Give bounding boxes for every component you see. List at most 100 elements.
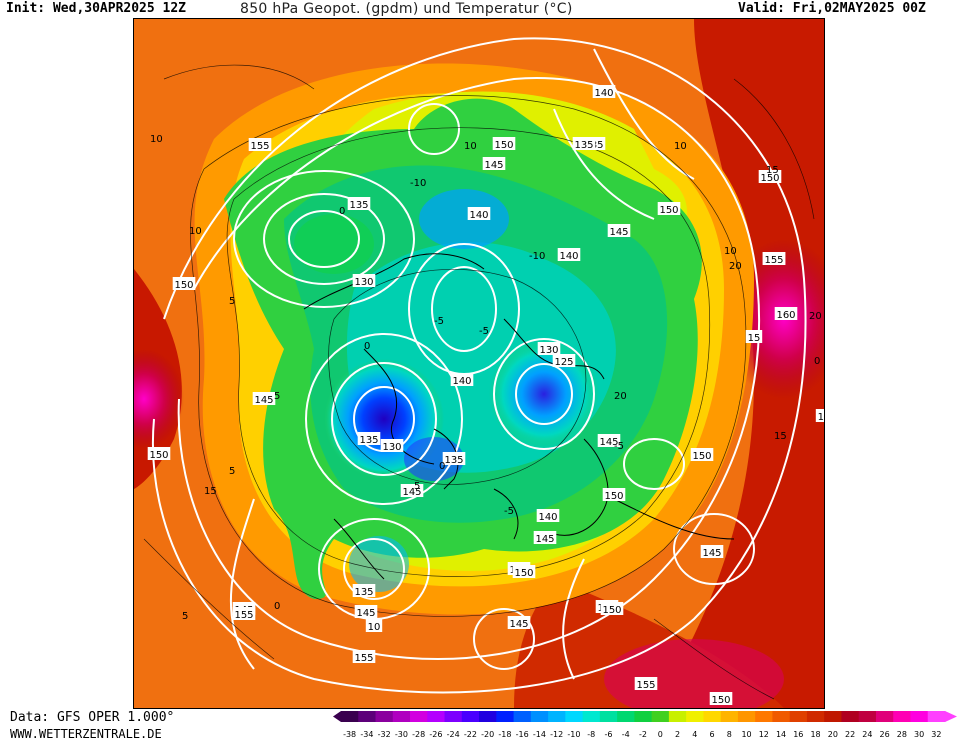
temperature-legend: -38 -34 -32 -30 -28 -26 -24 -22 -20 -18 -16 -14 -12-… (333, 711, 959, 741)
temperature-label: 20 (614, 391, 627, 402)
legend-swatch (686, 711, 704, 722)
temperature-label: 10 (150, 134, 163, 145)
geopotential-label: 125 (552, 354, 576, 368)
legend-tick-label: -14 (533, 730, 546, 739)
geopotential-label: 140 (592, 85, 616, 99)
init-time: Init: Wed,30APR2025 12Z (6, 1, 187, 16)
geopotential-label: 145 (507, 616, 531, 630)
temperature-label: 10 (189, 226, 202, 237)
geopotential-label: 150 (657, 202, 681, 216)
geopotential-label: 135 (572, 137, 596, 151)
geopotential-label: 155 (762, 252, 786, 266)
legend-swatch (858, 711, 877, 722)
geopotential-label: 150 (600, 602, 624, 616)
legend-tick-label: 30 (914, 730, 924, 739)
temperature-label: -5 (614, 441, 624, 452)
legend-swatch (599, 711, 618, 722)
legend-tick-label: -22 (464, 730, 477, 739)
legend-tick-label: 20 (828, 730, 838, 739)
geopotential-label: 145 (597, 434, 621, 448)
svg-text:150: 150 (659, 205, 678, 216)
geopotential-label: 145 (700, 545, 724, 559)
temperature-label: 15 (774, 431, 787, 442)
geopotential-label: 150 (172, 277, 196, 291)
legend-tick-label: 8 (727, 730, 732, 739)
svg-text:145: 145 (599, 437, 618, 448)
legend-tick-label: -10 (567, 730, 580, 739)
legend-tick-label: -6 (604, 730, 612, 739)
legend-swatch (703, 711, 722, 722)
legend-tick-label: -8 (587, 730, 595, 739)
svg-text:150: 150 (514, 568, 533, 579)
geopotential-label: 150 (602, 488, 626, 502)
legend-tick-label: 32 (931, 730, 941, 739)
legend-swatch (651, 711, 670, 722)
legend-swatch (910, 711, 929, 722)
geopotential-label: 140 (536, 509, 560, 523)
legend-tick-label: -30 (395, 730, 408, 739)
temperature-label: -10 (410, 178, 426, 189)
legend-swatch (392, 711, 411, 722)
legend-tick-label: -2 (639, 730, 647, 739)
geopotential-label: 140 (450, 373, 474, 387)
svg-text:150: 150 (604, 491, 623, 502)
legend-tick-label: -38 (343, 730, 356, 739)
legend-tick-label: 16 (793, 730, 803, 739)
data-source: Data: GFS OPER 1.000° (10, 710, 175, 725)
temperature-label: 5 (414, 481, 420, 492)
geopotential-label: 155 (232, 607, 256, 621)
legend-tick-label: 24 (862, 730, 872, 739)
legend-swatch (634, 711, 653, 722)
legend-swatch (341, 711, 359, 722)
geopotential-label: 150 (147, 447, 171, 461)
legend-swatch (789, 711, 808, 722)
geopotential-label: 145 (400, 484, 424, 498)
temperature-label: 15 (766, 165, 779, 176)
legend-tick-label: -28 (412, 730, 425, 739)
geopotential-label: 135 (442, 452, 466, 466)
geopotential-label: 150 (758, 170, 782, 184)
svg-text:145: 145 (484, 160, 503, 171)
legend-arrow-right (945, 711, 957, 722)
svg-text:145: 145 (402, 487, 421, 498)
temperature-label: 5 (182, 611, 188, 622)
legend-tick-label: -4 (622, 730, 630, 739)
legend-tick-label: -24 (447, 730, 460, 739)
legend-tick-label: 6 (709, 730, 714, 739)
svg-text:140: 140 (594, 88, 613, 99)
temperature-label: 10 (724, 246, 737, 257)
svg-text:155: 155 (354, 653, 373, 664)
legend-swatch (548, 711, 566, 722)
legend-tick-label: 26 (880, 730, 890, 739)
legend-tick-label: -16 (516, 730, 529, 739)
temperature-label: -5 (504, 506, 514, 517)
svg-text:130: 130 (382, 442, 401, 453)
legend-swatch (617, 711, 635, 722)
legend-tick-label: 10 (741, 730, 751, 739)
legend-swatch (427, 711, 446, 722)
temperature-label: 0 (364, 341, 370, 352)
svg-text:135: 135 (359, 435, 378, 446)
legend-swatch (410, 711, 428, 722)
legend-swatch (582, 711, 601, 722)
svg-text:125: 125 (554, 357, 573, 368)
svg-text:155: 155 (764, 255, 783, 266)
heat-core-west (134, 349, 184, 449)
legend-swatch (806, 711, 825, 722)
geopotential-label: 15 (745, 330, 763, 344)
geopotential-label: 155 (248, 138, 272, 152)
geopotential-label: 150 (512, 565, 536, 579)
geopotential-label: 150 (690, 448, 714, 462)
legend-swatch (755, 711, 773, 722)
website: WWW.WETTERZENTRALE.DE (10, 727, 162, 741)
geopotential-label: 155 (634, 677, 658, 691)
legend-swatch (565, 711, 584, 722)
svg-text:130: 130 (354, 277, 373, 288)
legend-tick-label: 22 (845, 730, 855, 739)
legend-tick-label: 28 (897, 730, 907, 739)
geopotential-label: 140 (557, 248, 581, 262)
geopotential-label: 135 (352, 584, 376, 598)
svg-text:135: 135 (354, 587, 373, 598)
svg-text:130: 130 (539, 345, 558, 356)
geopotential-label: 150 (709, 692, 733, 706)
